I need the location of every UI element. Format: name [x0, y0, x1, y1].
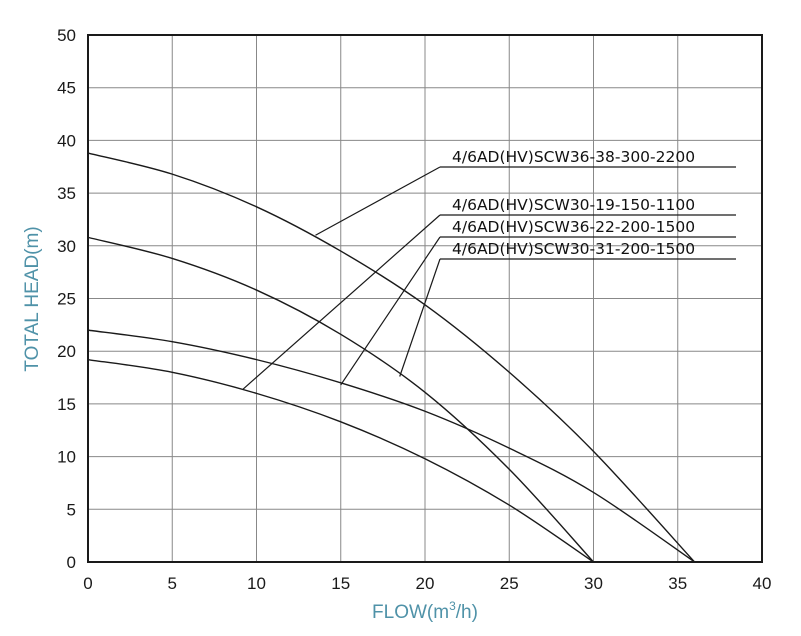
- y-tick-label: 45: [57, 79, 76, 98]
- series-line-4: [87, 236, 595, 563]
- y-tick-label: 40: [57, 131, 76, 150]
- x-axis-title-main: FLOW(m: [372, 602, 449, 623]
- x-tick-label: 5: [168, 574, 177, 593]
- grid: [88, 35, 762, 562]
- series-line-3: [87, 329, 695, 563]
- x-axis-title: FLOW(m3/h): [372, 599, 478, 623]
- x-tick-label: 15: [331, 574, 350, 593]
- x-tick-label: 10: [247, 574, 266, 593]
- x-tick-label: 40: [753, 574, 772, 593]
- legend-leader-line: [315, 166, 441, 236]
- y-tick-label: 15: [57, 395, 76, 414]
- x-axis-title-superscript: 3: [449, 599, 456, 613]
- legend-leader-line: [340, 236, 441, 386]
- curves: [87, 152, 696, 563]
- x-tick-label: 30: [584, 574, 603, 593]
- x-tick-labels: 0 5 10 15 20 25 30 35 40: [83, 574, 771, 593]
- x-tick-label: 0: [83, 574, 92, 593]
- legend-label: 4/6AD(HV)SCW30-31-200-1500: [452, 240, 695, 258]
- y-tick-label: 25: [57, 290, 76, 309]
- series-line-1: [87, 152, 696, 563]
- legend-leader-line: [399, 258, 441, 377]
- series-line-2: [87, 358, 594, 563]
- x-tick-label: 20: [416, 574, 435, 593]
- legend: 4/6AD(HV)SCW36-38-300-2200 4/6AD(HV)SCW30…: [440, 148, 736, 260]
- legend-label: 4/6AD(HV)SCW36-38-300-2200: [452, 148, 695, 166]
- legend-leader-line: [242, 214, 441, 390]
- y-tick-label: 5: [67, 500, 76, 519]
- y-axis-title: TOTAL HEAD(m): [22, 226, 43, 371]
- plot-border: [87, 34, 763, 563]
- y-tick-label: 10: [57, 448, 76, 467]
- x-axis-title-suffix: /h): [456, 602, 478, 623]
- y-tick-labels: 0 5 10 15 20 25 30 35 40 45 50: [57, 26, 76, 572]
- x-tick-label: 35: [668, 574, 687, 593]
- y-tick-label: 30: [57, 237, 76, 256]
- legend-label: 4/6AD(HV)SCW36-22-200-1500: [452, 218, 695, 236]
- y-tick-label: 35: [57, 184, 76, 203]
- legend-leader-lines: [242, 166, 441, 390]
- y-tick-label: 50: [57, 26, 76, 45]
- x-tick-label: 25: [500, 574, 519, 593]
- y-tick-label: 20: [57, 342, 76, 361]
- y-tick-label: 0: [67, 553, 76, 572]
- plot-frame: [87, 34, 763, 563]
- legend-label: 4/6AD(HV)SCW30-19-150-1100: [452, 196, 695, 214]
